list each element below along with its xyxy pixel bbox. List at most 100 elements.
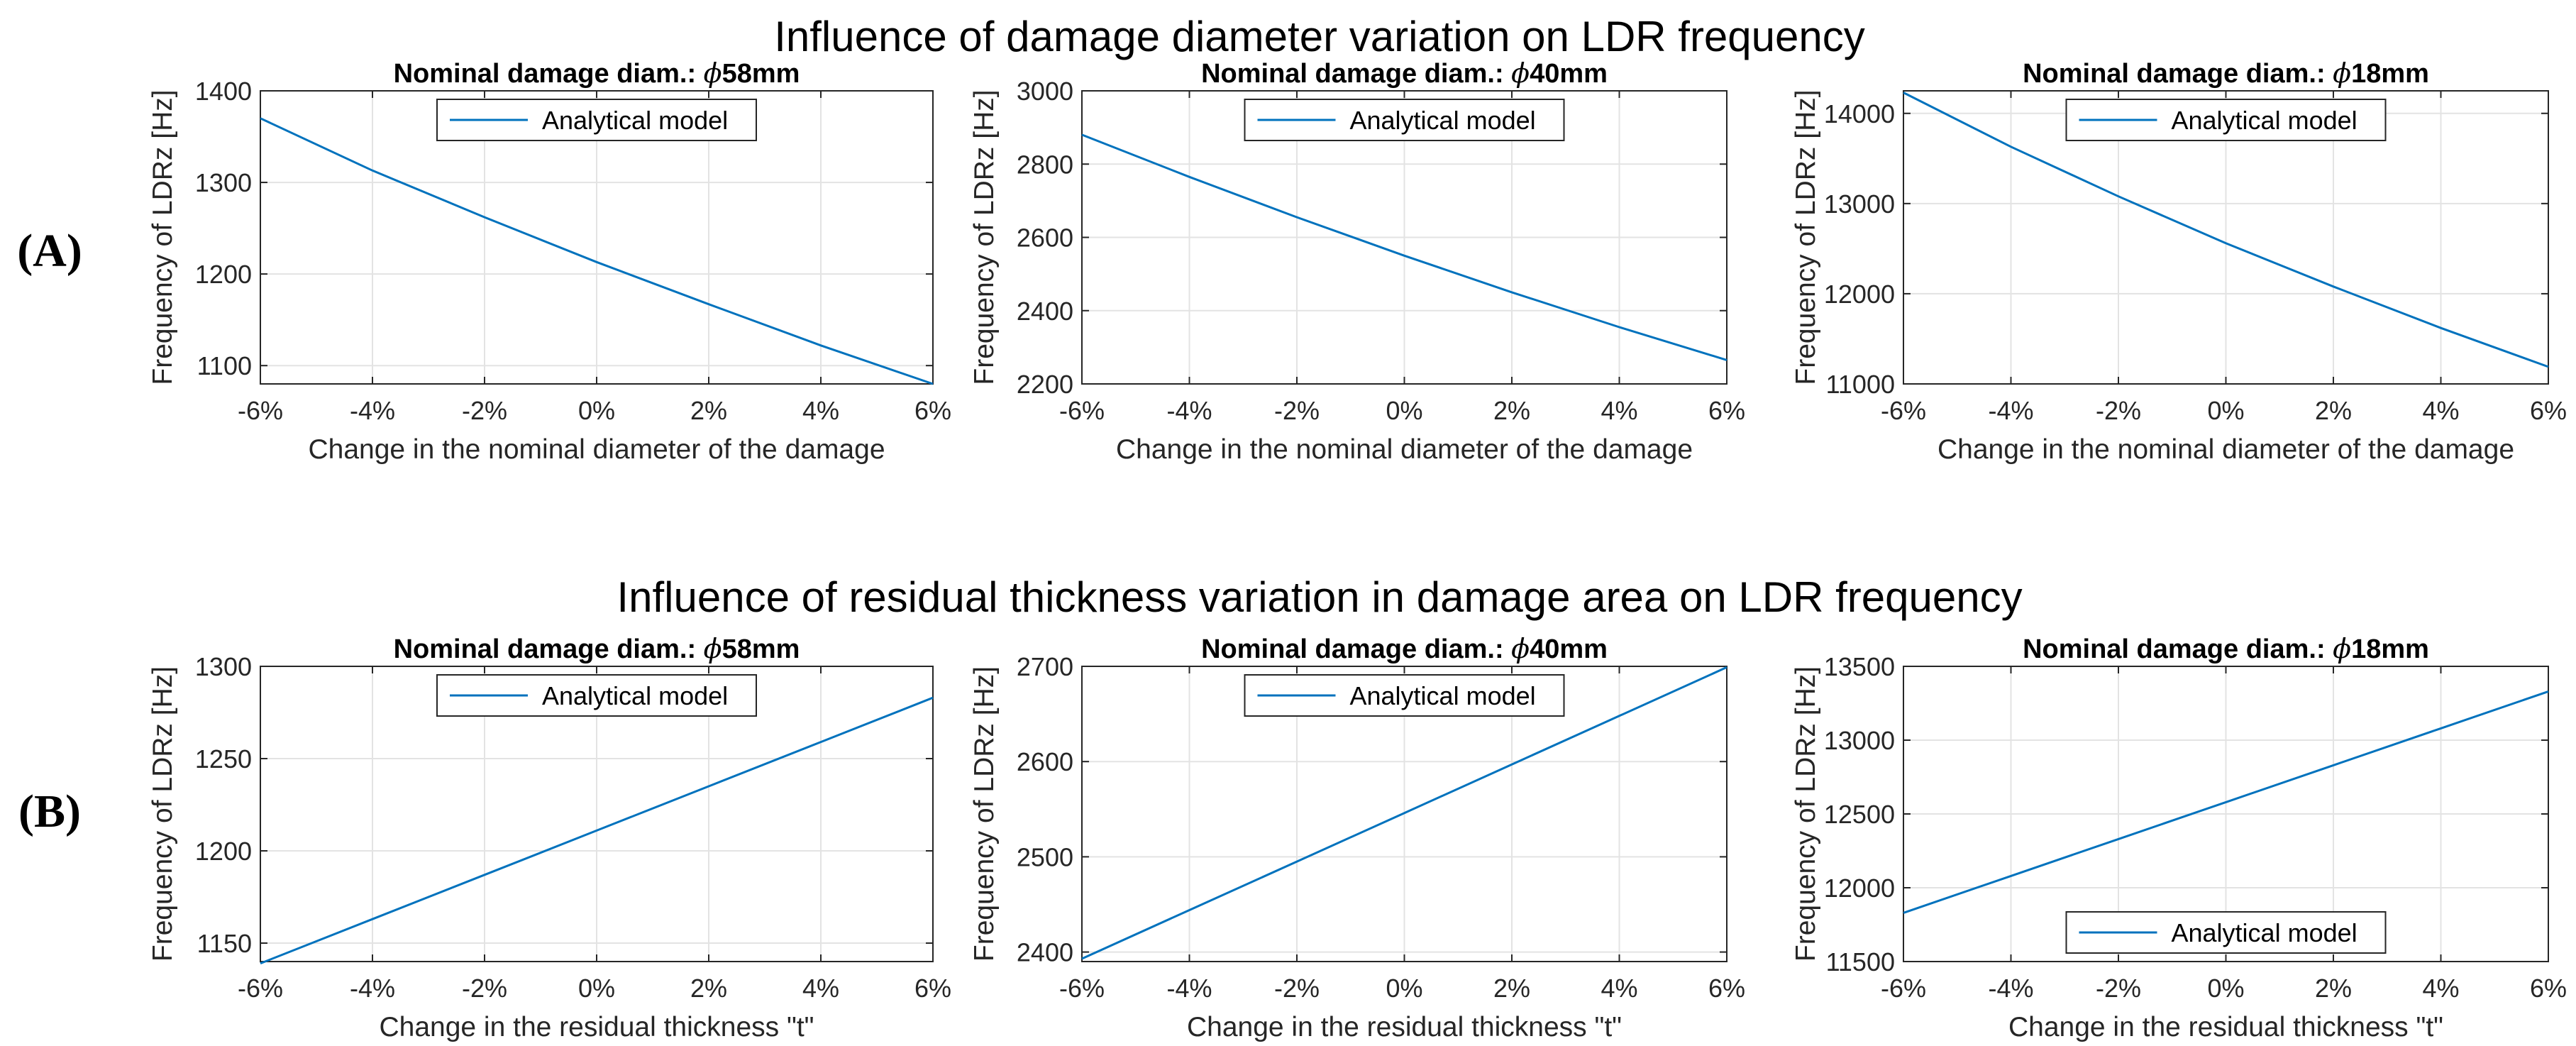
y-tick-label: 12500 [1824,800,1895,829]
y-tick-label: 13000 [1824,726,1895,755]
y-tick-label: 1300 [195,168,252,197]
axes-box [1081,666,1728,962]
row-title-a: Influence of damage diameter variation o… [774,13,1865,60]
panel-title-prefix: Nominal damage diam.: [394,634,704,664]
y-tick-label: 1100 [197,351,252,380]
y-tick-label: 12000 [1824,874,1895,903]
phi-symbol: ϕ [2333,57,2351,89]
x-tick-label: 6% [914,974,951,1003]
legend: Analytical model [436,99,757,141]
y-tick-label: 1150 [197,929,252,958]
panel-title-prefix: Nominal damage diam.: [1201,634,1511,664]
panel-title-suffix: 18mm [2351,59,2429,89]
y-tick-label: 1200 [195,837,252,866]
panel-title-prefix: Nominal damage diam.: [2023,59,2333,89]
y-axis-label: Frequency of LDRz [Hz] [148,666,178,962]
y-tick-label: 2200 [1017,370,1073,399]
y-tick-label: 1200 [195,260,252,289]
series-line [1081,666,1728,960]
x-tick-label: -4% [1166,974,1212,1003]
y-tick-label: 12000 [1824,280,1895,309]
x-tick-label: -4% [1166,396,1212,425]
x-tick-label: -2% [1274,396,1320,425]
legend-label: Analytical model [2172,106,2357,135]
x-tick-label: -4% [1988,974,2033,1003]
x-tick-label: 4% [2422,974,2459,1003]
x-tick-label: -2% [462,396,507,425]
y-tick-label: 2800 [1017,150,1073,179]
x-tick-label: 6% [1708,396,1745,425]
x-tick-label: -4% [350,396,395,425]
y-tick-label: 14000 [1824,99,1895,128]
axes-box [1903,90,2549,385]
x-tick-label: -2% [2096,974,2141,1003]
x-tick-label: 2% [1493,974,1530,1003]
x-tick-label: 6% [2530,396,2567,425]
y-tick-label: 3000 [1017,77,1073,106]
series-line [260,696,934,964]
legend-label: Analytical model [1350,681,1536,710]
panel-title: Nominal damage diam.: ϕ18mm [2023,633,2429,664]
x-tick-label: -6% [1059,396,1105,425]
x-tick-label: 2% [690,974,727,1003]
panel-title-suffix: 40mm [1530,59,1608,89]
y-axis-label: Frequency of LDRz [Hz] [148,89,178,385]
panel-title-suffix: 58mm [722,634,800,664]
chart-panel: -6% -4% -2% 0% 2% 4% 6% 11500 12000 12500 13000 135… [1791,633,2567,1042]
x-tick-label: 0% [1386,396,1422,425]
series-line [1903,690,2549,914]
x-tick-label: 2% [2315,396,2352,425]
x-tick-label: 6% [1708,974,1745,1003]
y-tick-label: 1300 [195,652,252,681]
chart-panel: -6% -4% -2% 0% 2% 4% 6% 2200 2400 2600 2800 3000 Nom… [969,57,1745,465]
panel-title: Nominal damage diam.: ϕ58mm [394,57,800,89]
phi-symbol: ϕ [2333,633,2351,664]
series-line [1081,133,1728,361]
x-axis-label: Change in the nominal diameter of the da… [308,434,885,465]
x-tick-label: -4% [350,974,395,1003]
y-tick-label: 11500 [1826,947,1895,976]
legend: Analytical model [436,674,757,717]
phi-symbol: ϕ [1511,633,1530,664]
axes-box [1903,666,2549,962]
phi-symbol: ϕ [1511,57,1530,89]
y-tick-label: 1250 [195,744,252,774]
x-tick-label: -6% [238,396,283,425]
phi-symbol: ϕ [704,57,722,89]
panel-title-suffix: 40mm [1530,634,1608,664]
chart-panel: -6% -4% -2% 0% 2% 4% 6% 1150 1200 1250 1300 Nominal… [148,633,951,1042]
legend-label: Analytical model [2172,918,2357,947]
series-line [1903,92,2549,368]
panel-title-prefix: Nominal damage diam.: [1201,59,1511,89]
legend: Analytical model [2065,99,2387,141]
panel-title: Nominal damage diam.: ϕ58mm [394,633,800,664]
x-tick-label: -2% [1274,974,1320,1003]
x-tick-label: 4% [1601,396,1637,425]
legend-label: Analytical model [1350,106,1536,135]
y-tick-label: 11000 [1826,370,1895,399]
y-axis-label: Frequency of LDRz [Hz] [1791,666,1821,962]
legend: Analytical model [2065,911,2387,954]
x-tick-label: 4% [802,974,839,1003]
panel-title-prefix: Nominal damage diam.: [394,59,704,89]
y-axis-label: Frequency of LDRz [Hz] [969,89,1000,385]
x-axis-label: Change in the nominal diameter of the da… [1937,434,2514,465]
row-label-a: (A) [17,225,82,277]
x-tick-label: -6% [238,974,283,1003]
x-tick-label: -4% [1988,396,2033,425]
panel-title-suffix: 58mm [722,59,800,89]
x-tick-label: 2% [690,396,727,425]
x-tick-label: 6% [2530,974,2567,1003]
x-axis-label: Change in the residual thickness "t" [1187,1012,1622,1042]
legend: Analytical model [1244,99,1565,141]
y-tick-label: 2400 [1017,297,1073,326]
axes-box [260,666,934,962]
series-line [260,117,934,385]
y-tick-label: 2700 [1017,652,1073,681]
chart-panels: -6% -4% -2% 0% 2% 4% 6% 1100 1200 1300 1400 Nominal… [148,57,2567,1042]
legend-label: Analytical model [542,106,728,135]
x-tick-label: -2% [2096,396,2141,425]
x-tick-label: 6% [914,396,951,425]
